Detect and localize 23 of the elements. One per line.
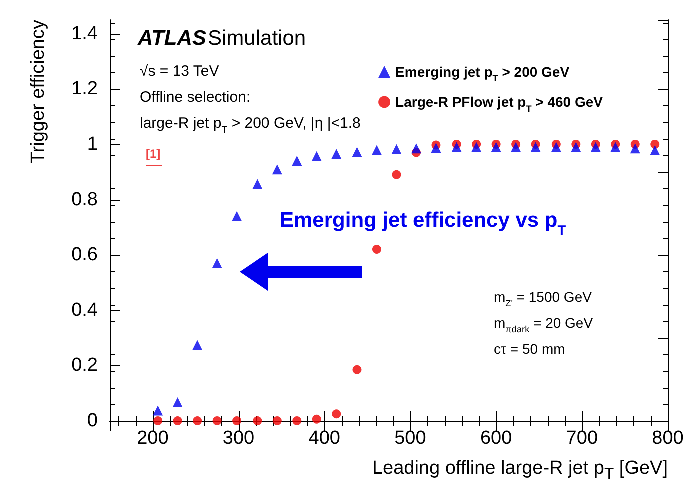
x-axis-title: Leading offline large-R jet p$_{T}$ [GeV] <box>372 458 668 484</box>
y-tick-label: 1.2 <box>72 78 98 100</box>
annotation: ATLAS <box>137 27 206 50</box>
x-tick-label: 800 <box>652 428 684 449</box>
y-tick-label: 1 <box>87 134 98 155</box>
y-tick-label: 0.4 <box>72 300 98 321</box>
annotation: cτ = 50 mm <box>494 341 566 357</box>
y-tick-label: 0 <box>87 410 98 432</box>
y-tick-label: 0.2 <box>72 355 98 376</box>
y-tick-label: 1.4 <box>72 23 98 44</box>
annotation: Offline selection: <box>140 89 251 106</box>
x-tick-label: 300 <box>222 428 255 449</box>
y-tick-label: 0.8 <box>72 189 98 210</box>
annotation: √s = 13 TeV <box>140 63 220 80</box>
x-tick-label: 200 <box>137 428 169 449</box>
y-axis-title: Trigger efficiency <box>28 20 49 164</box>
y-tick-label: 0.6 <box>72 244 98 266</box>
x-tick-label: 500 <box>394 428 426 449</box>
x-tick-label: 700 <box>566 428 598 449</box>
x-tick-label: 600 <box>480 428 512 449</box>
annotation: [1] <box>146 147 161 161</box>
annotation: Simulation <box>208 27 306 50</box>
x-tick-label: 400 <box>308 428 340 449</box>
